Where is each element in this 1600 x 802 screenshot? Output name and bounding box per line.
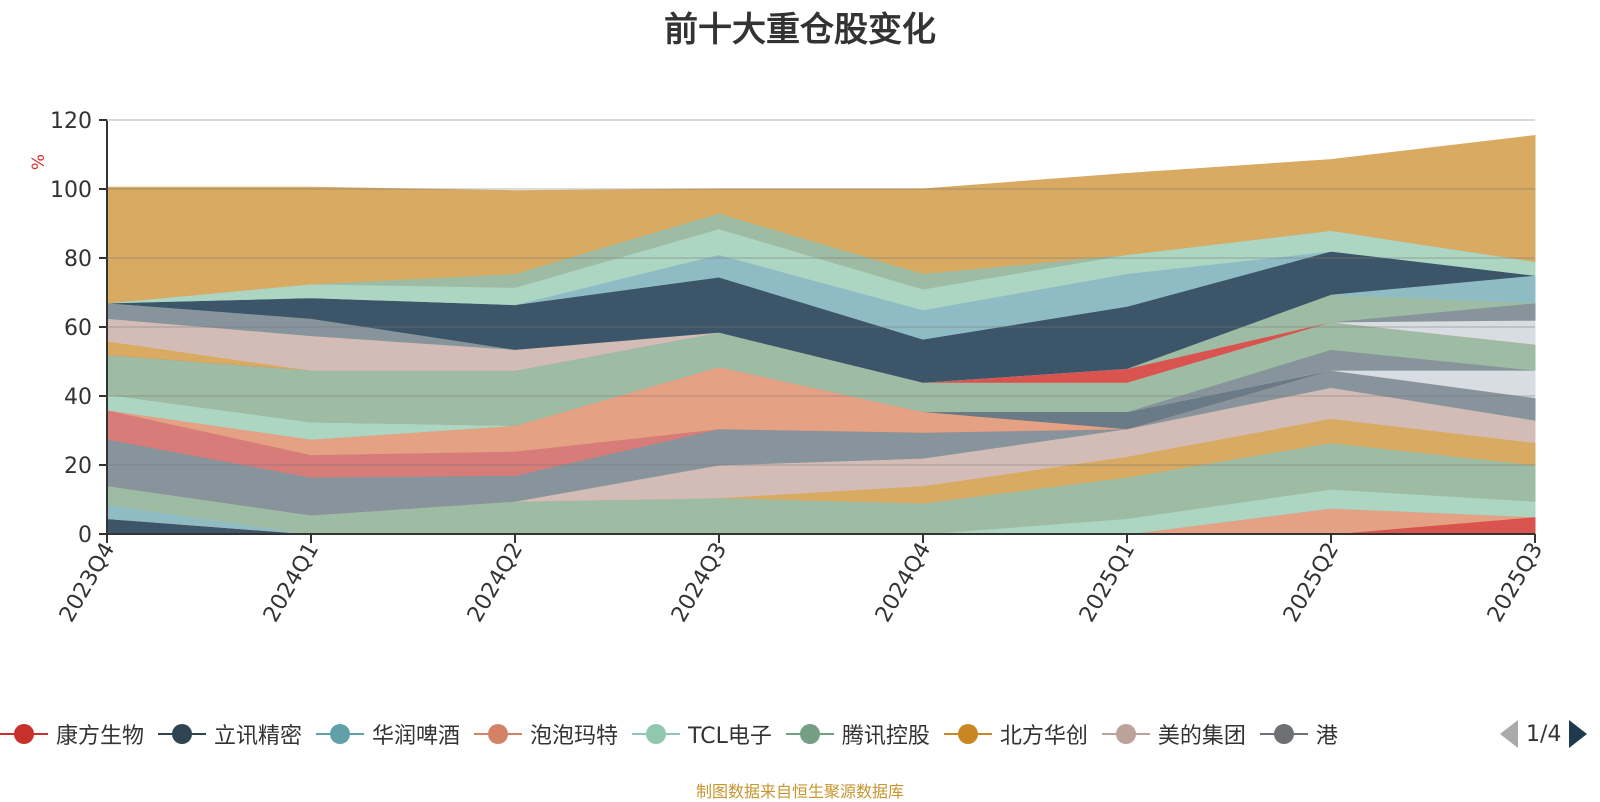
legend-marker-icon [316,724,365,744]
legend-item-label: TCL电子 [688,724,772,749]
legend-item-label: 美的集团 [1157,724,1246,749]
legend-item-8[interactable]: 港 [1259,712,1338,756]
x-tick-label-2: 2024Q2 [463,539,528,627]
legend-item-label: 康方生物 [56,724,145,749]
x-tick-label-6: 2025Q2 [1279,539,1344,627]
y-tick-label-0: 0 [78,523,92,548]
y-tick-label-5: 100 [50,178,92,203]
legend-item-2[interactable]: 华润啤酒 [316,712,460,756]
y-tick-label-6: 120 [50,109,92,134]
legend-marker-icon [474,724,523,744]
area-layer [106,134,1536,535]
x-tick-label-0: 2023Q4 [55,539,120,627]
x-tick-label-1: 2024Q1 [259,539,324,627]
x-tick-label-3: 2024Q3 [667,539,732,627]
y-tick-label-2: 40 [64,385,92,410]
legend-item-label: 泡泡玛特 [530,724,619,749]
legend-marker-icon [0,724,48,744]
legend-item-label: 港 [1315,724,1338,749]
legend-prev-page-icon[interactable] [1500,720,1518,748]
legend-item-label: 北方华创 [999,724,1088,749]
legend-marker-icon [1259,724,1308,744]
legend-marker-icon [632,724,681,744]
legend-marker-icon [158,724,207,744]
source-note: 制图数据来自恒生聚源数据库 [695,782,904,801]
area-series-27[interactable] [106,134,1536,304]
legend: 康方生物 立讯精密 华润啤酒 泡泡玛特 TCL电子 腾讯控股 北方华创 美的集团 港 [0,712,1470,756]
legend-pager: 1/4 [1500,712,1600,756]
y-tick-label-4: 80 [64,247,92,272]
legend-item-label: 华润啤酒 [372,724,461,749]
legend-item-label: 腾讯控股 [841,724,930,749]
legend-item-6[interactable]: 北方华创 [943,712,1088,756]
stacked-area-chart: 0 20 40 60 80 100 120% 2023Q4 2024Q1 2024Q2 2024Q3… [29,109,1548,627]
legend-item-label: 立讯精密 [214,724,303,749]
legend-next-page-icon[interactable] [1569,720,1588,748]
legend-item-4[interactable]: TCL电子 [632,712,772,756]
x-tick-label-7: 2025Q3 [1483,539,1548,627]
legend-item-1[interactable]: 立讯精密 [158,712,302,756]
legend-item-7[interactable]: 美的集团 [1101,712,1246,756]
legend-item-0[interactable]: 康方生物 [0,712,144,756]
legend-page-indicator: 1/4 [1526,721,1562,747]
legend-marker-icon [785,724,834,744]
legend-marker-icon [1101,724,1150,744]
y-tick-label-1: 20 [64,454,92,479]
y-tick-label-3: 60 [64,316,92,341]
legend-item-5[interactable]: 腾讯控股 [785,712,930,756]
legend-item-3[interactable]: 泡泡玛特 [474,712,618,756]
y-axis-label: % [29,154,49,170]
x-tick-label-5: 2025Q1 [1075,539,1140,627]
chart-title: 前十大重仓股变化 [664,10,936,50]
x-tick-label-4: 2024Q4 [871,539,936,627]
legend-marker-icon [943,724,992,744]
